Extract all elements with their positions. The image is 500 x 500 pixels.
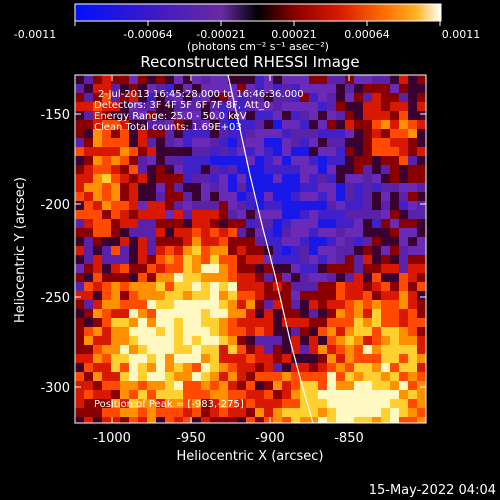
flux-map [75,75,426,423]
image-title: Reconstructed RHESSI Image [140,53,359,71]
time-range-text: 2-Jul-2013 16:45:28.000 to 16:46:36.000 [98,89,304,100]
colorbar-tick-label: 0.0011 [442,28,481,41]
clean-counts-text: Clean Total counts: 1.69E+03 [94,122,242,133]
y-tick-label: -150 [40,108,70,123]
y-tick-label: -300 [40,381,70,396]
colorbar [74,3,442,22]
colorbar-units: (photons cm⁻² s⁻¹ asec⁻²) [187,40,329,53]
solar-limb [227,75,314,423]
x-tick-label: -850 [334,431,364,446]
energy-range-text: Energy Range: 25.0 - 50.0 keV [94,111,247,122]
y-tick-label: -200 [40,198,70,213]
plot-frame [74,74,427,424]
x-tick-label: -1000 [93,431,131,446]
peak-position-text: Position of Peak = [-983,-275] [94,399,244,410]
x-tick-label: -900 [255,431,285,446]
colorbar-ticks [74,21,441,26]
colorbar-tick-label: -0.00021 [196,28,245,41]
y-axis-label: Heliocentric Y (arcsec) [13,177,28,323]
footer-date: 15-May-2022 04:04 [369,483,496,498]
axis-ticks [75,75,426,423]
colorbar-tick-label: 0.00021 [271,28,317,41]
detectors-text: Detectors: 3F 4F 5F 6F 7F 8F, Att_0 [94,100,270,111]
y-tick-label: -250 [40,291,70,306]
x-tick-label: -950 [176,431,206,446]
colorbar-tick-label: -0.0011 [14,28,56,41]
colorbar-tick-label: 0.00064 [344,28,390,41]
x-axis-label: Heliocentric X (arcsec) [177,449,324,464]
colorbar-tick-label: -0.00064 [123,28,172,41]
